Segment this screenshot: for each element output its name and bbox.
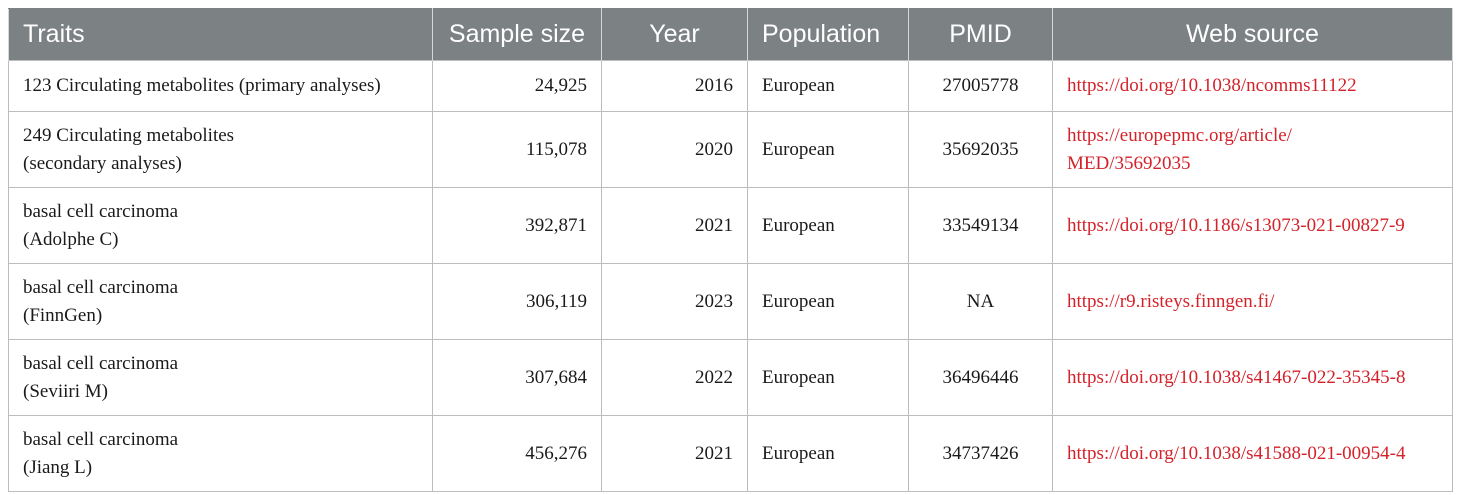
cell-traits: 249 Circulating metabolites (secondary a… (8, 111, 433, 188)
cell-web-source[interactable]: https://r9.risteys.finngen.fi/ (1052, 263, 1453, 340)
web-source-link[interactable]: https://europepmc.org/article/ (1067, 124, 1292, 146)
trait-subtext: (Adolphe C) (23, 228, 119, 250)
cell-pmid: NA (908, 263, 1053, 340)
cell-traits: basal cell carcinoma (Seviiri M) (8, 339, 433, 416)
header-sample-size: Sample size (432, 8, 602, 61)
trait-text: basal cell carcinoma (23, 200, 179, 222)
header-web-source: Web source (1052, 8, 1453, 61)
cell-pmid: 27005778 (908, 60, 1053, 112)
table-row: 249 Circulating metabolites (secondary a… (8, 111, 1453, 188)
cell-population: European (747, 263, 909, 340)
trait-text: basal cell carcinoma (23, 352, 179, 374)
cell-traits: 123 Circulating metabolites (primary ana… (8, 60, 433, 112)
trait-subtext: (secondary analyses) (23, 152, 182, 174)
cell-pmid: 33549134 (908, 187, 1053, 264)
table-row: basal cell carcinoma (Jiang L) 456,276 2… (8, 415, 1453, 492)
cell-pmid: 36496446 (908, 339, 1053, 416)
cell-sample-size: 115,078 (432, 111, 602, 188)
cell-traits: basal cell carcinoma (FinnGen) (8, 263, 433, 340)
trait-text: 249 Circulating metabolites (23, 124, 235, 146)
web-source-link[interactable]: https://doi.org/10.1038/s41467-022-35345… (1067, 366, 1406, 388)
cell-sample-size: 392,871 (432, 187, 602, 264)
header-pmid: PMID (908, 8, 1053, 61)
trait-text: basal cell carcinoma (23, 276, 179, 298)
cell-population: European (747, 111, 909, 188)
table-row: basal cell carcinoma (FinnGen) 306,119 2… (8, 263, 1453, 340)
cell-year: 2022 (601, 339, 748, 416)
cell-population: European (747, 415, 909, 492)
cell-sample-size: 24,925 (432, 60, 602, 112)
trait-subtext: (Seviiri M) (23, 380, 108, 402)
cell-year: 2021 (601, 415, 748, 492)
table-row: basal cell carcinoma (Seviiri M) 307,684… (8, 339, 1453, 416)
cell-pmid: 35692035 (908, 111, 1053, 188)
trait-subtext: (Jiang L) (23, 456, 93, 478)
web-source-link[interactable]: https://doi.org/10.1186/s13073-021-00827… (1067, 214, 1405, 236)
data-table: Traits Sample size Year Population PMID … (8, 8, 1453, 492)
table-row: 123 Circulating metabolites (primary ana… (8, 60, 1453, 112)
web-source-link[interactable]: https://r9.risteys.finngen.fi/ (1067, 290, 1275, 312)
cell-population: European (747, 339, 909, 416)
cell-sample-size: 456,276 (432, 415, 602, 492)
web-source-link-continued[interactable]: MED/35692035 (1067, 152, 1191, 174)
header-row: Traits Sample size Year Population PMID … (8, 8, 1453, 61)
cell-web-source[interactable]: https://doi.org/10.1038/ncomms11122 (1052, 60, 1453, 112)
header-year: Year (601, 8, 748, 61)
cell-pmid: 34737426 (908, 415, 1053, 492)
web-source-link[interactable]: https://doi.org/10.1038/s41588-021-00954… (1067, 442, 1406, 464)
header-traits: Traits (8, 8, 433, 61)
cell-year: 2016 (601, 60, 748, 112)
cell-web-source[interactable]: https://doi.org/10.1038/s41588-021-00954… (1052, 415, 1453, 492)
table-row: basal cell carcinoma (Adolphe C) 392,871… (8, 187, 1453, 264)
trait-subtext: (FinnGen) (23, 304, 103, 326)
cell-web-source[interactable]: https://doi.org/10.1186/s13073-021-00827… (1052, 187, 1453, 264)
cell-year: 2020 (601, 111, 748, 188)
cell-web-source[interactable]: https://doi.org/10.1038/s41467-022-35345… (1052, 339, 1453, 416)
cell-traits: basal cell carcinoma (Jiang L) (8, 415, 433, 492)
header-population: Population (747, 8, 909, 61)
web-source-link[interactable]: https://doi.org/10.1038/ncomms11122 (1067, 75, 1357, 96)
cell-population: European (747, 187, 909, 264)
cell-sample-size: 306,119 (432, 263, 602, 340)
cell-web-source[interactable]: https://europepmc.org/article/ MED/35692… (1052, 111, 1453, 188)
cell-year: 2021 (601, 187, 748, 264)
cell-population: European (747, 60, 909, 112)
cell-year: 2023 (601, 263, 748, 340)
cell-sample-size: 307,684 (432, 339, 602, 416)
cell-traits: basal cell carcinoma (Adolphe C) (8, 187, 433, 264)
trait-text: 123 Circulating metabolites (primary ana… (23, 75, 381, 96)
trait-text: basal cell carcinoma (23, 428, 179, 450)
